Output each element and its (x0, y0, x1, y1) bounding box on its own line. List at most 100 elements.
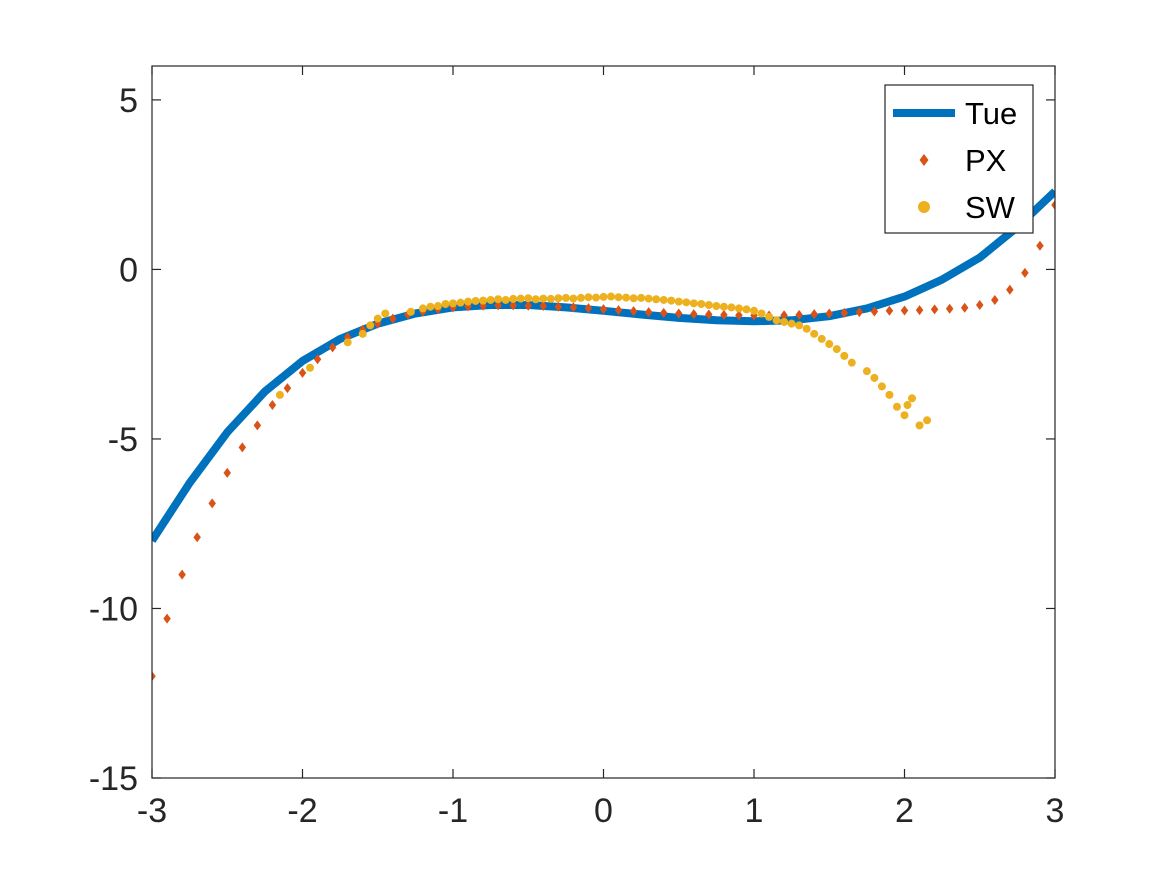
sw-point (418, 304, 427, 313)
sw-point (591, 293, 600, 302)
sw-point (847, 358, 856, 367)
sw-point (622, 293, 631, 302)
px-point (885, 305, 894, 316)
series-layer (152, 188, 1055, 682)
sw-point (772, 316, 781, 325)
sw-point (674, 297, 683, 306)
px-point (1021, 267, 1029, 278)
px-point (900, 305, 909, 316)
px-point (163, 613, 171, 624)
sw-point (441, 300, 450, 309)
px-point (991, 294, 999, 305)
sw-point (885, 390, 894, 399)
sw-point (727, 303, 736, 312)
sw-point (479, 296, 488, 305)
sw-point (712, 302, 721, 311)
sw-point (576, 293, 585, 302)
sw-point (456, 298, 465, 307)
sw-point (719, 302, 728, 311)
y-tick-label: -5 (108, 421, 138, 459)
sw-point (433, 302, 442, 311)
px-point (238, 442, 247, 453)
px-point (193, 532, 201, 543)
px-point (178, 569, 186, 580)
sw-point (509, 294, 518, 303)
sw-point (915, 421, 924, 430)
sw-point (561, 293, 570, 302)
px-point (283, 383, 292, 394)
legend-marker-px (919, 154, 929, 166)
sw-point (569, 294, 578, 303)
sw-point (366, 321, 375, 330)
sw-point (306, 363, 315, 372)
sw-point (524, 294, 533, 303)
px-point (930, 304, 939, 315)
sw-point (599, 292, 608, 301)
px-point (644, 307, 653, 318)
sw-point (531, 295, 540, 304)
px-point (915, 305, 924, 316)
sw-point (539, 294, 548, 303)
px-point (720, 309, 728, 320)
series-group (152, 188, 1055, 682)
sw-point (652, 295, 661, 304)
px-point (855, 307, 864, 318)
sw-point (832, 345, 841, 354)
sw-point (689, 299, 698, 308)
sw-point (795, 321, 804, 330)
x-tick-label: -1 (438, 792, 468, 830)
px-point (870, 306, 879, 317)
sw-point (750, 306, 758, 315)
sw-point (825, 340, 834, 349)
y-tick-label: 0 (119, 251, 138, 289)
sw-point (449, 299, 457, 308)
x-tick-label: 0 (594, 792, 613, 830)
px-point (313, 354, 322, 365)
sw-point (629, 294, 638, 303)
sw-point (275, 390, 284, 399)
sw-point (358, 329, 367, 338)
legend-label-tue: Tue (965, 96, 1017, 131)
sw-point (464, 297, 473, 306)
px-point (614, 305, 623, 316)
legend-label-sw: SW (965, 190, 1016, 225)
px-point (1051, 200, 1055, 211)
x-tick-label: -3 (137, 792, 167, 830)
px-point (675, 308, 683, 319)
px-point (705, 309, 713, 320)
px-point (328, 342, 337, 353)
px-point (298, 367, 307, 378)
sw-point (682, 298, 691, 307)
px-point (1006, 284, 1014, 295)
sw-point (757, 309, 766, 318)
sw-point (381, 309, 390, 318)
sw-point (486, 295, 495, 304)
px-point (976, 300, 984, 311)
sw-point (614, 293, 623, 302)
sw-point (870, 373, 879, 382)
sw-point (923, 416, 932, 425)
sw-point (817, 334, 826, 343)
sw-point (607, 292, 616, 301)
sw-point (343, 338, 352, 347)
x-tick-label: 1 (745, 792, 764, 830)
px-point (509, 300, 517, 311)
y-tick-label: -15 (89, 760, 138, 798)
px-point (780, 310, 788, 321)
x-tick-label: -2 (287, 792, 317, 830)
sw-point (704, 301, 713, 310)
legend-label-px: PX (965, 143, 1007, 178)
sw-point (659, 295, 668, 304)
y-tick-label: 5 (119, 82, 138, 120)
px-point (389, 313, 397, 324)
sw-point (908, 394, 917, 403)
px-point (629, 306, 638, 317)
px-point (253, 420, 262, 431)
sw-point (471, 296, 480, 305)
sw-point (734, 304, 743, 313)
sw-point (373, 314, 382, 323)
sw-point (903, 401, 912, 410)
sw-point (802, 324, 811, 333)
px-point (840, 307, 849, 318)
